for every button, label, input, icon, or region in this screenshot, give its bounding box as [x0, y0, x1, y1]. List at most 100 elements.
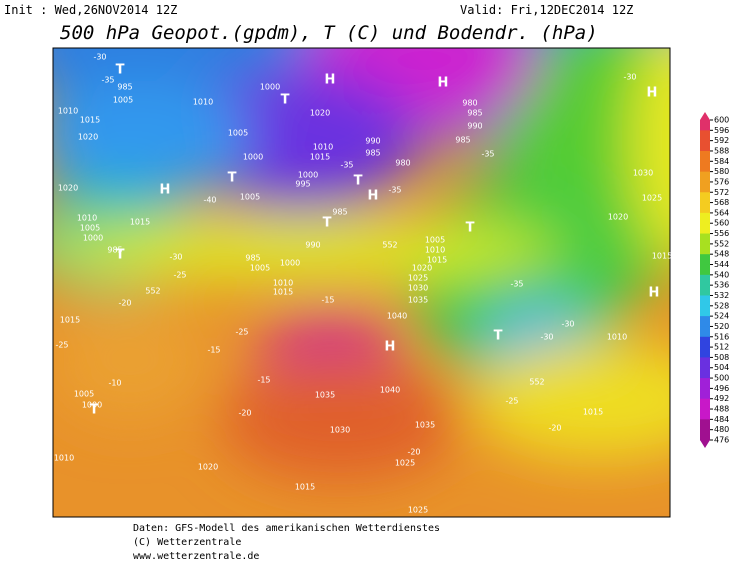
contour-label: 1015: [652, 252, 672, 261]
contour-label: -25: [505, 397, 518, 406]
colorbar-tick-label: 580: [714, 167, 729, 176]
pressure-center-label: T: [116, 63, 125, 78]
contour-label: 1015: [583, 408, 603, 417]
contour-label: 985: [117, 83, 132, 92]
contour-label: 995: [295, 180, 310, 189]
colorbar-tick-label: 560: [714, 219, 729, 228]
contour-label: 985: [467, 109, 482, 118]
colorbar-tick-label: 540: [714, 270, 729, 279]
contour-label: 1025: [642, 194, 662, 203]
contour-label: 1010: [54, 454, 74, 463]
colorbar-tick-label: 480: [714, 425, 729, 434]
contour-label: -20: [118, 299, 131, 308]
contour-label: 1035: [415, 421, 435, 430]
contour-label: -30: [169, 253, 182, 262]
colorbar-segment: [700, 243, 710, 255]
colorbar-segment: [700, 398, 710, 410]
pressure-center-label: H: [385, 340, 396, 355]
contour-label: 1020: [310, 109, 330, 118]
contour-label: -35: [510, 280, 523, 289]
colorbar-segment: [700, 378, 710, 389]
contour-label: 1040: [387, 312, 407, 321]
colorbar-tick-label: 548: [714, 250, 729, 259]
contour-label: 1005: [80, 224, 100, 233]
pressure-center-label: T: [494, 329, 503, 344]
contour-label: 1020: [198, 463, 218, 472]
contour-label: -30: [623, 73, 636, 82]
contour-label: 1030: [330, 426, 350, 435]
colorbar-segment: [700, 285, 710, 296]
contour-label: 1005: [240, 193, 260, 202]
contour-label: 1005: [74, 390, 94, 399]
contour-label: 1000: [82, 401, 102, 410]
contour-label: -15: [321, 296, 334, 305]
contour-label: 1020: [608, 213, 628, 222]
colorbar-tick-label: 500: [714, 374, 729, 383]
map-frame: [52, 47, 671, 518]
colorbar-tick-label: 588: [714, 146, 729, 155]
colorbar-segment: [700, 223, 710, 235]
contour-label: -10: [108, 379, 121, 388]
pressure-center-label: T: [466, 221, 475, 236]
contour-label: 990: [305, 241, 320, 250]
contour-label: 552: [529, 378, 544, 387]
contour-label: 1010: [58, 107, 78, 116]
colorbar-segment: [700, 181, 710, 193]
colorbar-tick-label: 600: [714, 116, 729, 125]
colorbar-segment: [700, 295, 710, 307]
map-labels: 9851005101010151020100010101005102010151…: [54, 53, 672, 515]
colorbar-segment: [700, 336, 710, 348]
colorbar-tick-label: 528: [714, 301, 729, 310]
title: 500 hPa Geopot.(gpdm), T (C) und Bodendr…: [60, 22, 598, 44]
contour-label: -30: [540, 333, 553, 342]
footer-line: (C) Wetterzentrale: [133, 537, 241, 548]
colorbar-segment: [700, 347, 710, 358]
contour-label: 1015: [310, 153, 330, 162]
contour-label: -35: [340, 161, 353, 170]
pressure-center-label: T: [281, 93, 290, 108]
colorbar-segment: [700, 140, 710, 152]
colorbar-tick-label: 568: [714, 198, 729, 207]
contour-label: 552: [145, 287, 160, 296]
contour-label: 1010: [313, 143, 333, 152]
colorbar-segment: [700, 409, 710, 420]
contour-label: 1010: [273, 279, 293, 288]
contour-label: 1025: [395, 459, 415, 468]
colorbar-segment: [700, 254, 710, 266]
contour-label: 1040: [380, 386, 400, 395]
contour-label: -15: [207, 346, 220, 355]
colorbar-tick-label: 504: [714, 363, 729, 372]
colorbar-tick-label: 476: [714, 436, 729, 445]
colorbar-tick-label: 484: [714, 415, 729, 424]
colorbar-tick-label: 596: [714, 126, 729, 135]
contour-label: 1000: [260, 83, 280, 92]
contour-label: 1030: [408, 284, 428, 293]
colorbar-cap: [700, 440, 710, 448]
colorbar-tick-label: 584: [714, 157, 729, 166]
footer-line: www.wetterzentrale.de: [133, 551, 259, 562]
contour-label: 1015: [273, 288, 293, 297]
contour-label: 1015: [427, 256, 447, 265]
pressure-center-label: T: [90, 403, 99, 418]
colorbar-segment: [700, 274, 710, 286]
contour-label: 990: [467, 122, 482, 131]
contour-label: 1025: [408, 274, 428, 283]
colorbar-tick-label: 544: [714, 260, 729, 269]
pressure-center-label: H: [325, 73, 336, 88]
pressure-center-label: T: [116, 248, 125, 263]
colorbar-segment: [700, 316, 710, 327]
pressure-center-label: T: [323, 216, 332, 231]
colorbar-tick-label: 508: [714, 353, 729, 362]
colorbar-segment: [700, 130, 710, 142]
colorbar-segment: [700, 388, 710, 400]
colorbar-cap: [700, 112, 710, 120]
contour-label: 1025: [408, 506, 428, 515]
contour-label: 1005: [425, 236, 445, 245]
colorbar-segment: [700, 192, 710, 204]
pressure-center-label: H: [647, 86, 658, 101]
pressure-center-label: T: [228, 171, 237, 186]
contour-label: 1005: [113, 96, 133, 105]
contour-label: 1000: [83, 234, 103, 243]
contour-label: -30: [561, 320, 574, 329]
